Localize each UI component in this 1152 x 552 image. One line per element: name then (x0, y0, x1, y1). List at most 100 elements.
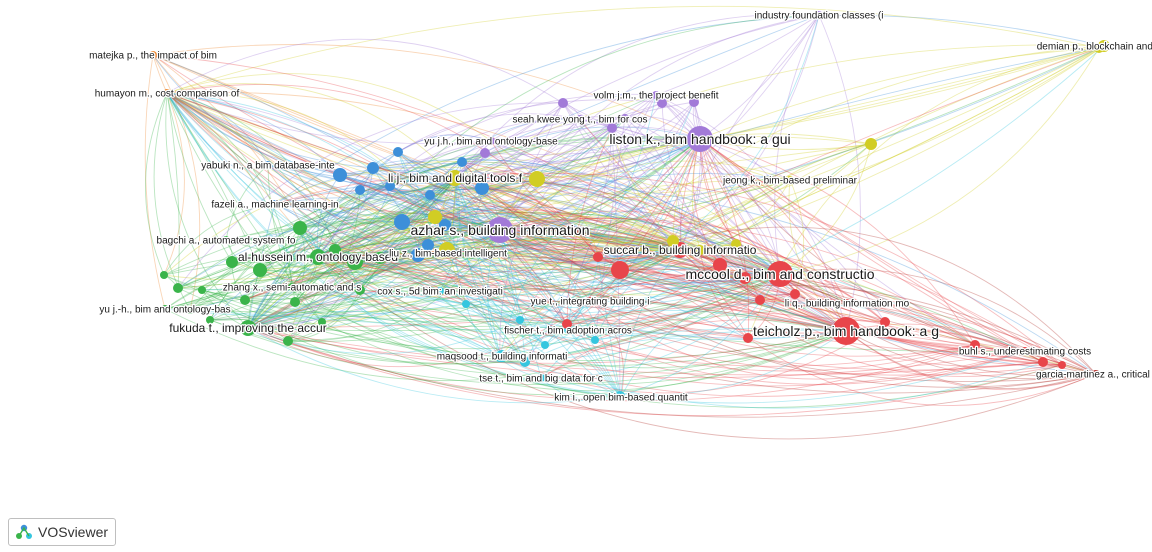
vosviewer-badge[interactable]: VOSviewer (8, 518, 116, 546)
network-node[interactable] (160, 271, 168, 279)
node-zhangx[interactable] (288, 283, 296, 291)
node-fazeli[interactable] (271, 200, 279, 208)
network-node[interactable] (713, 258, 727, 272)
network-link (247, 327, 847, 364)
network-node[interactable] (173, 283, 183, 293)
network-node[interactable] (318, 318, 326, 326)
network-link (589, 273, 781, 302)
network-link (231, 209, 681, 263)
node-buhl[interactable] (1021, 347, 1029, 355)
node-yujh[interactable] (487, 137, 495, 145)
network-link (499, 101, 695, 231)
network-node[interactable] (593, 252, 603, 262)
network-node[interactable] (475, 181, 489, 195)
network-node[interactable] (394, 214, 410, 230)
network-node[interactable] (790, 289, 800, 299)
network-node[interactable] (198, 286, 206, 294)
network-link (166, 92, 483, 191)
network-node[interactable] (439, 219, 451, 231)
network-node[interactable] (240, 295, 250, 305)
network-node[interactable] (226, 256, 238, 268)
network-node[interactable] (367, 162, 379, 174)
node-yujh2[interactable] (161, 305, 169, 313)
network-node[interactable] (739, 272, 751, 284)
network-node[interactable] (263, 253, 273, 263)
node-jeong[interactable] (786, 176, 794, 184)
node-fukuda[interactable] (240, 320, 256, 336)
network-node[interactable] (293, 221, 307, 235)
network-link (779, 273, 886, 323)
network-node[interactable] (520, 357, 530, 367)
network-node[interactable] (186, 306, 194, 314)
network-node[interactable] (516, 316, 524, 324)
network-node[interactable] (1092, 370, 1100, 378)
node-tset[interactable] (537, 374, 545, 382)
network-node[interactable] (615, 391, 625, 401)
node-yuet[interactable] (586, 297, 594, 305)
network-node[interactable] (462, 300, 470, 308)
network-node[interactable] (206, 316, 214, 324)
network-link (679, 249, 749, 339)
network-node[interactable] (657, 98, 667, 108)
network-node[interactable] (621, 114, 629, 122)
network-node[interactable] (374, 252, 386, 264)
node-yabuki[interactable] (264, 161, 272, 169)
network-node[interactable] (355, 285, 365, 295)
node-humayon[interactable] (163, 89, 171, 97)
network-node[interactable] (541, 341, 549, 349)
network-node[interactable] (333, 168, 347, 182)
network-node[interactable] (355, 185, 365, 195)
network-node[interactable] (558, 98, 568, 108)
node-liq[interactable] (843, 299, 851, 307)
network-node[interactable] (755, 295, 765, 305)
network-node[interactable] (480, 148, 490, 158)
network-link (465, 303, 521, 323)
node-matejka[interactable] (149, 51, 157, 59)
node-azhar[interactable] (487, 217, 513, 243)
network-node[interactable] (439, 242, 455, 258)
network-node[interactable] (385, 181, 395, 191)
network-node[interactable] (743, 333, 753, 343)
network-node[interactable] (731, 239, 741, 249)
node-bagchi[interactable] (222, 236, 230, 244)
network-link (447, 143, 872, 271)
node-coxs[interactable] (436, 287, 444, 295)
network-node[interactable] (329, 244, 341, 256)
network-node[interactable] (689, 97, 699, 107)
network-node[interactable] (880, 317, 890, 327)
network-node[interactable] (457, 157, 467, 167)
node-seah[interactable] (576, 115, 584, 123)
network-node[interactable] (865, 138, 877, 150)
node-lij[interactable] (447, 170, 463, 186)
network-node[interactable] (422, 239, 434, 251)
network-node[interactable] (290, 297, 300, 307)
network-node[interactable] (1094, 43, 1104, 53)
node-alhussein[interactable] (310, 249, 326, 265)
network-node[interactable] (283, 336, 293, 346)
node-volm[interactable] (652, 91, 660, 99)
node-liston[interactable] (687, 126, 713, 152)
node-mccool[interactable] (767, 261, 793, 287)
network-node[interactable] (695, 245, 705, 255)
network-node[interactable] (428, 210, 442, 224)
network-node[interactable] (1038, 357, 1048, 367)
network-node[interactable] (529, 171, 545, 187)
network-node[interactable] (591, 336, 599, 344)
network-node[interactable] (253, 263, 267, 277)
network-node[interactable] (1058, 361, 1066, 369)
node-industry[interactable] (815, 11, 823, 19)
network-node[interactable] (667, 235, 679, 247)
network-link (317, 256, 501, 358)
network-link (267, 251, 847, 332)
network-node[interactable] (611, 261, 629, 279)
network-node[interactable] (607, 123, 617, 133)
network-node[interactable] (425, 190, 435, 200)
network-node[interactable] (393, 147, 403, 157)
network-node[interactable] (347, 254, 363, 270)
node-teicholz[interactable] (832, 317, 860, 345)
network-node[interactable] (495, 352, 505, 362)
network-node[interactable] (562, 319, 572, 329)
network-node[interactable] (970, 340, 980, 350)
network-node[interactable] (411, 248, 425, 262)
